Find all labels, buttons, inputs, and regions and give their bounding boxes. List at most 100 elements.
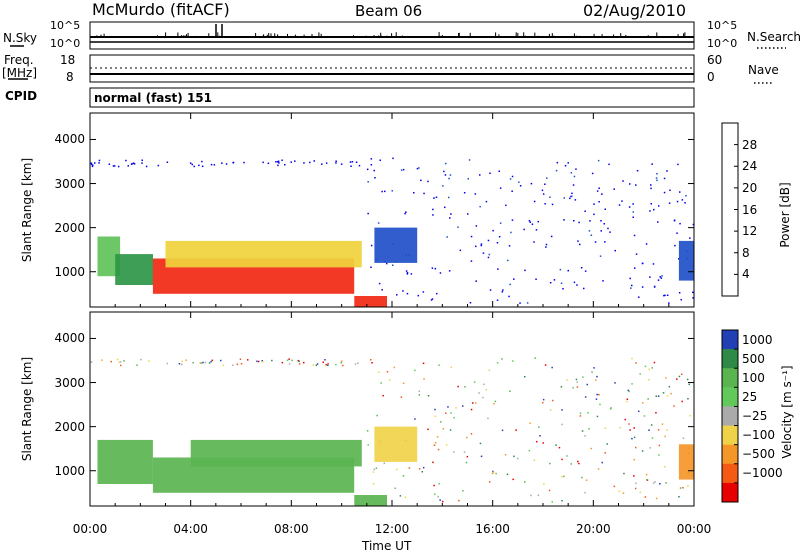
- scatter-point: [402, 382, 405, 384]
- scatter-point: [422, 466, 425, 469]
- nave-tick-top: 60: [707, 53, 723, 67]
- scatter-point: [528, 220, 531, 222]
- scatter-point: [444, 206, 446, 209]
- scatter-point: [509, 283, 511, 286]
- scatter-point: [588, 428, 590, 430]
- scatter-point: [519, 185, 522, 187]
- velocity-echo-regions: [97, 426, 694, 506]
- scatter-point: [649, 447, 651, 449]
- scatter-point: [418, 394, 420, 396]
- scatter-point: [555, 169, 558, 172]
- velocity-colorbar-segment: [722, 444, 738, 465]
- scatter-point: [634, 267, 636, 269]
- nsky-tick-bottom: 10^0: [50, 37, 81, 50]
- scatter-point: [632, 216, 634, 218]
- scatter-point: [367, 212, 369, 215]
- scatter-point: [559, 268, 562, 271]
- power-colorbar-tick-label: 20: [742, 180, 758, 195]
- scatter-point: [125, 159, 127, 162]
- scatter-point: [648, 429, 650, 431]
- x-tick-label: 20:00: [576, 522, 611, 536]
- scatter-point: [232, 364, 234, 366]
- scatter-point: [651, 163, 653, 165]
- echo-region-0: [97, 236, 121, 277]
- scatter-point: [563, 219, 565, 221]
- scatter-point: [370, 359, 372, 361]
- scatter-point: [372, 483, 375, 485]
- scatter-point: [687, 485, 689, 487]
- scatter-point: [655, 395, 657, 397]
- scatter-point: [586, 383, 588, 386]
- scatter-point: [322, 361, 324, 363]
- scatter-point: [433, 197, 435, 199]
- scatter-point: [488, 253, 491, 256]
- velocity-colorbar-tick-label: 1000: [742, 332, 773, 347]
- power-panel: [89, 112, 695, 308]
- scatter-point: [479, 442, 482, 445]
- scatter-point: [680, 298, 682, 301]
- scatter-point: [367, 181, 369, 183]
- cpid-label: CPID: [5, 89, 38, 103]
- scatter-point: [596, 375, 598, 378]
- scatter-point: [309, 161, 311, 164]
- scatter-point: [366, 430, 369, 432]
- scatter-point: [92, 164, 94, 166]
- scatter-point: [262, 361, 264, 363]
- scatter-point: [470, 433, 473, 435]
- scatter-point: [579, 412, 582, 414]
- scatter-point: [327, 362, 329, 365]
- scatter-point: [515, 429, 517, 431]
- scatter-point: [668, 202, 671, 204]
- scatter-point: [518, 181, 520, 183]
- velocity-colorbar-segment: [722, 349, 738, 369]
- scatter-point: [325, 162, 328, 164]
- velocity-ylabel: Slant Range [km]: [20, 356, 34, 462]
- velocity-colorbar: [721, 329, 739, 503]
- scatter-point: [647, 398, 649, 400]
- scatter-point: [627, 389, 630, 392]
- scatter-point: [449, 174, 452, 176]
- scatter-point: [437, 448, 440, 451]
- scatter-point: [439, 272, 442, 274]
- scatter-point: [467, 213, 469, 215]
- scatter-point: [373, 169, 375, 172]
- scatter-point: [236, 363, 239, 366]
- scatter-point: [564, 165, 567, 167]
- scatter-point: [619, 427, 621, 429]
- scatter-point: [108, 163, 111, 165]
- scatter-point: [580, 267, 583, 269]
- scatter-point: [549, 196, 551, 198]
- x-tick-label: 16:00: [475, 522, 510, 536]
- y-tick-label: 1000: [54, 463, 85, 478]
- scatter-point: [221, 162, 223, 164]
- scatter-point: [404, 496, 407, 499]
- freq-label-line2: [MHz]: [2, 66, 38, 80]
- scatter-point: [573, 220, 575, 222]
- scatter-point: [492, 471, 495, 474]
- scatter-point: [453, 416, 455, 419]
- scatter-point: [436, 436, 439, 438]
- scatter-point: [434, 408, 436, 411]
- scatter-point: [335, 364, 337, 366]
- scatter-point: [633, 427, 635, 429]
- scatter-point: [375, 467, 378, 469]
- scatter-point: [383, 462, 386, 464]
- scatter-point: [609, 408, 612, 410]
- velocity-background-scatter: [90, 357, 694, 503]
- velocity-colorbar-label: Velocity [m s⁻¹]: [780, 365, 794, 459]
- scatter-point: [225, 163, 228, 165]
- y-tick-label: 4000: [54, 132, 85, 147]
- scatter-point: [202, 361, 204, 364]
- scatter-point: [113, 165, 116, 167]
- power-colorbar-tick-label: 16: [742, 202, 758, 217]
- scatter-point: [664, 294, 666, 297]
- scatter-point: [406, 272, 409, 274]
- scatter-point: [680, 373, 683, 375]
- scatter-point: [601, 461, 603, 464]
- scatter-point: [666, 294, 669, 296]
- scatter-point: [498, 170, 500, 172]
- scatter-point: [534, 357, 536, 359]
- scatter-point: [432, 208, 434, 211]
- scatter-point: [315, 364, 318, 367]
- scatter-point: [688, 383, 690, 386]
